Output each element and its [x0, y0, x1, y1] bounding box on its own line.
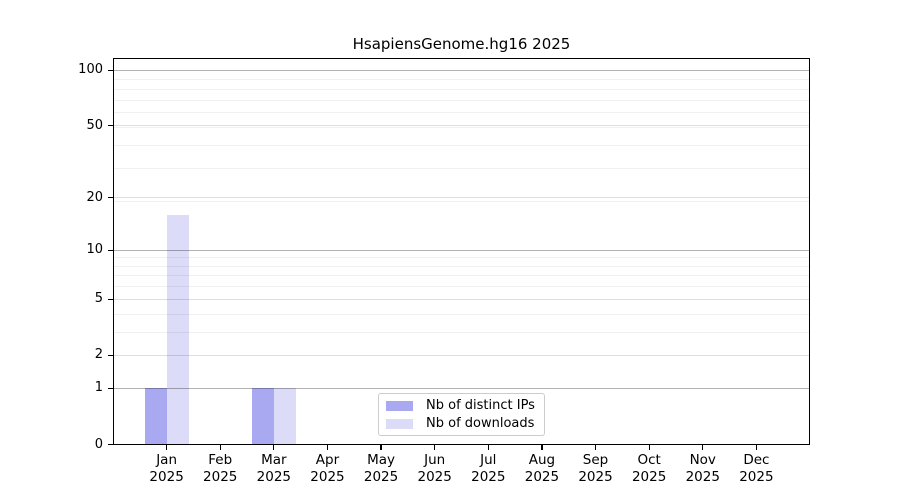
- gridline-minor-y-79: [113, 88, 810, 90]
- y-tick-1: [108, 387, 113, 389]
- legend: Nb of distinct IPs Nb of downloads: [378, 393, 545, 436]
- gridline-minor-y-69: [113, 99, 810, 101]
- gridline-minor-y-8: [113, 265, 810, 267]
- year-label: 2025: [256, 468, 292, 485]
- gridline-minor-y-59: [113, 112, 810, 114]
- x-tick-label-oct: Oct 2025: [609, 452, 689, 486]
- y-tick-100: [108, 69, 113, 72]
- x-tick-label-jul: Jul 2025: [448, 452, 528, 486]
- bar-downloads-jan: [166, 214, 189, 445]
- month-label: Mar: [261, 451, 287, 468]
- bar-distinct-ips-mar: [251, 388, 274, 445]
- year-label: 2025: [739, 468, 774, 485]
- gridline-y-20: [113, 197, 810, 199]
- x-tick-sep: [594, 444, 597, 450]
- gridline-minor-y-7: [113, 275, 810, 277]
- legend-item-distinct-ips: Nb of distinct IPs: [386, 398, 536, 413]
- year-label: 2025: [524, 468, 560, 485]
- x-tick-label-mar: Mar 2025: [234, 452, 314, 486]
- month-label: Jan: [156, 451, 178, 468]
- month-label: Feb: [208, 451, 233, 468]
- gridline-minor-y-49: [113, 126, 810, 128]
- month-label: Apr: [315, 451, 340, 468]
- year-label: 2025: [631, 468, 667, 485]
- y-tick-label-1: 1: [94, 380, 103, 396]
- y-tick-0: [108, 443, 113, 446]
- x-tick-may: [380, 444, 382, 450]
- gridline-minor-y-3: [113, 331, 810, 333]
- month-label: Oct: [637, 451, 661, 468]
- y-tick-5: [108, 298, 113, 300]
- bar-downloads-mar: [273, 388, 296, 445]
- x-tick-label-jun: Jun 2025: [395, 452, 475, 486]
- legend-label-downloads: Nb of downloads: [426, 416, 535, 431]
- x-tick-feb: [219, 444, 221, 450]
- x-tick-jul: [487, 444, 489, 450]
- gridline-y-10: [113, 249, 810, 251]
- x-tick-label-jan: Jan 2025: [127, 452, 207, 486]
- year-label: 2025: [417, 468, 452, 485]
- y-tick-label-5: 5: [94, 291, 103, 307]
- x-tick-oct: [648, 444, 650, 450]
- x-tick-label-dec: Dec 2025: [716, 452, 796, 486]
- bar-distinct-ips-jan: [144, 388, 167, 445]
- gridline-minor-y-29: [113, 168, 810, 170]
- month-label: May: [367, 451, 396, 468]
- legend-item-downloads: Nb of downloads: [386, 416, 536, 431]
- year-label: 2025: [203, 468, 238, 485]
- x-tick-label-feb: Feb 2025: [180, 452, 260, 486]
- year-label: 2025: [471, 468, 506, 485]
- month-label: Jul: [480, 451, 497, 468]
- y-tick-label-20: 20: [86, 189, 103, 205]
- x-tick-jun: [434, 444, 436, 450]
- gridline-minor-y-19: [113, 201, 810, 203]
- legend-swatch-distinct-ips-icon: [386, 400, 413, 411]
- y-tick-50: [108, 125, 113, 127]
- month-label: Nov: [689, 451, 716, 468]
- year-label: 2025: [578, 468, 613, 485]
- gridline-minor-y-4: [113, 313, 810, 315]
- x-tick-apr: [326, 444, 329, 450]
- gridline-y-100: [113, 69, 810, 71]
- month-label: Jun: [424, 451, 446, 468]
- y-tick-label-2: 2: [94, 347, 103, 363]
- x-tick-nov: [702, 444, 704, 450]
- gridline-y-1: [113, 387, 810, 389]
- x-tick-label-sep: Sep 2025: [556, 452, 636, 486]
- gridline-y-5: [113, 298, 810, 300]
- x-tick-jan: [166, 444, 168, 450]
- month-label: Aug: [528, 451, 556, 468]
- x-tick-label-may: May 2025: [341, 452, 421, 486]
- y-tick-label-50: 50: [86, 117, 103, 133]
- month-label: Dec: [743, 451, 770, 468]
- gridline-minor-y-9: [113, 257, 810, 259]
- chart-title: HsapiensGenome.hg16 2025: [352, 35, 571, 53]
- axes-frame: [113, 58, 810, 445]
- x-tick-mar: [273, 444, 275, 450]
- legend-label-distinct-ips: Nb of distinct IPs: [426, 398, 535, 413]
- y-tick-10: [108, 249, 113, 251]
- gridline-minor-y-39: [113, 145, 810, 147]
- x-tick-label-nov: Nov 2025: [663, 452, 743, 486]
- x-tick-dec: [755, 444, 757, 450]
- y-tick-label-0: 0: [94, 436, 103, 452]
- gridline-y-50: [113, 125, 810, 127]
- year-label: 2025: [685, 468, 720, 485]
- month-label: Sep: [582, 451, 609, 468]
- year-label: 2025: [149, 468, 184, 485]
- gridline-minor-y-6: [113, 286, 810, 288]
- x-tick-label-aug: Aug 2025: [502, 452, 582, 486]
- year-label: 2025: [310, 468, 345, 485]
- y-tick-label-10: 10: [86, 242, 103, 258]
- y-tick-2: [108, 354, 113, 357]
- gridline-minor-y-89: [113, 79, 810, 81]
- gridline-y-2: [113, 354, 810, 356]
- x-tick-label-apr: Apr 2025: [287, 452, 367, 486]
- legend-swatch-downloads-icon: [386, 418, 413, 429]
- x-tick-aug: [541, 444, 543, 450]
- y-tick-label-100: 100: [78, 62, 103, 78]
- year-label: 2025: [363, 468, 399, 485]
- y-tick-20: [108, 197, 113, 199]
